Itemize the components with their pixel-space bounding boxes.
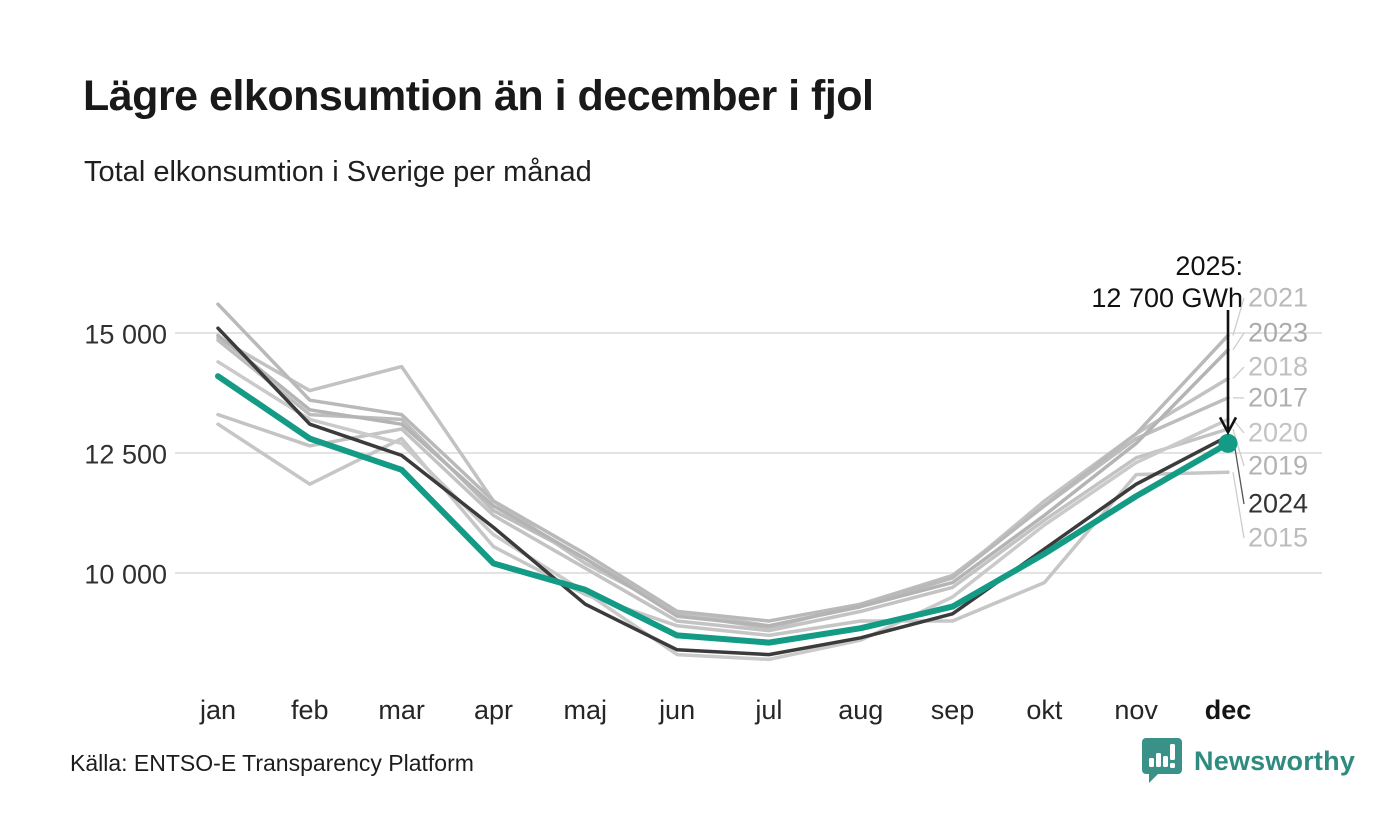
series-line-2024	[216, 326, 1230, 657]
series-line-2019	[216, 412, 1230, 633]
y-tick-label: 10 000	[84, 559, 167, 590]
annotation-line1: 2025:	[1175, 251, 1243, 281]
year-end-label: 2015	[1248, 522, 1309, 553]
newsworthy-logo: Newsworthy	[1140, 736, 1355, 786]
year-end-label: 2019	[1248, 450, 1309, 481]
leader-line	[1232, 332, 1245, 351]
page-subtitle: Total elkonsumtion i Sverige per månad	[84, 156, 592, 188]
annotation-arrowhead	[1218, 416, 1238, 436]
series-line-2020	[216, 360, 1230, 662]
brand-name: Newsworthy	[1194, 745, 1356, 776]
x-tick-label: sep	[930, 695, 975, 725]
x-tick-label: maj	[563, 695, 608, 725]
x-tick-label: dec	[1204, 695, 1252, 725]
year-end-label: 2024	[1248, 488, 1309, 519]
series-line-2015	[216, 422, 1230, 638]
series-line-2017	[216, 338, 1230, 630]
page-title: Lägre elkonsumtion än i december i fjol	[83, 72, 874, 120]
annotation-line2: 12 700 GWh	[1091, 283, 1243, 313]
annotation-label: 2025: 12 700 GWh	[1091, 250, 1243, 314]
year-end-label: 2023	[1248, 317, 1309, 348]
y-tick-label: 12 500	[84, 439, 167, 470]
year-end-label: 2018	[1248, 351, 1309, 382]
x-tick-label: mar	[378, 695, 425, 725]
year-end-label: 2017	[1248, 382, 1309, 413]
year-end-label: 2020	[1248, 417, 1309, 448]
series-line-2025	[215, 373, 1231, 646]
x-tick-label: nov	[1114, 695, 1158, 725]
series-line-2018	[216, 336, 1230, 628]
x-tick-label: okt	[1026, 695, 1063, 725]
logo-bubble-chart-icon	[1142, 738, 1182, 783]
y-tick-label: 15 000	[84, 319, 167, 350]
leader-line	[1232, 297, 1245, 336]
x-tick-label: apr	[473, 695, 513, 725]
series-line-2023	[216, 333, 1230, 628]
leader-line	[1232, 472, 1245, 539]
x-tick-label: jun	[659, 695, 696, 725]
series-line-2021	[216, 302, 1230, 623]
leader-line	[1232, 428, 1245, 467]
x-tick-label: jul	[755, 695, 783, 725]
year-end-label: 2021	[1248, 282, 1309, 313]
leader-line	[1232, 366, 1245, 380]
x-tick-label: aug	[838, 695, 884, 725]
x-tick-label: feb	[291, 695, 329, 725]
source-text: Källa: ENTSO-E Transparency Platform	[70, 750, 474, 776]
series-end-dot	[1218, 433, 1238, 453]
x-tick-label: jan	[199, 695, 237, 725]
